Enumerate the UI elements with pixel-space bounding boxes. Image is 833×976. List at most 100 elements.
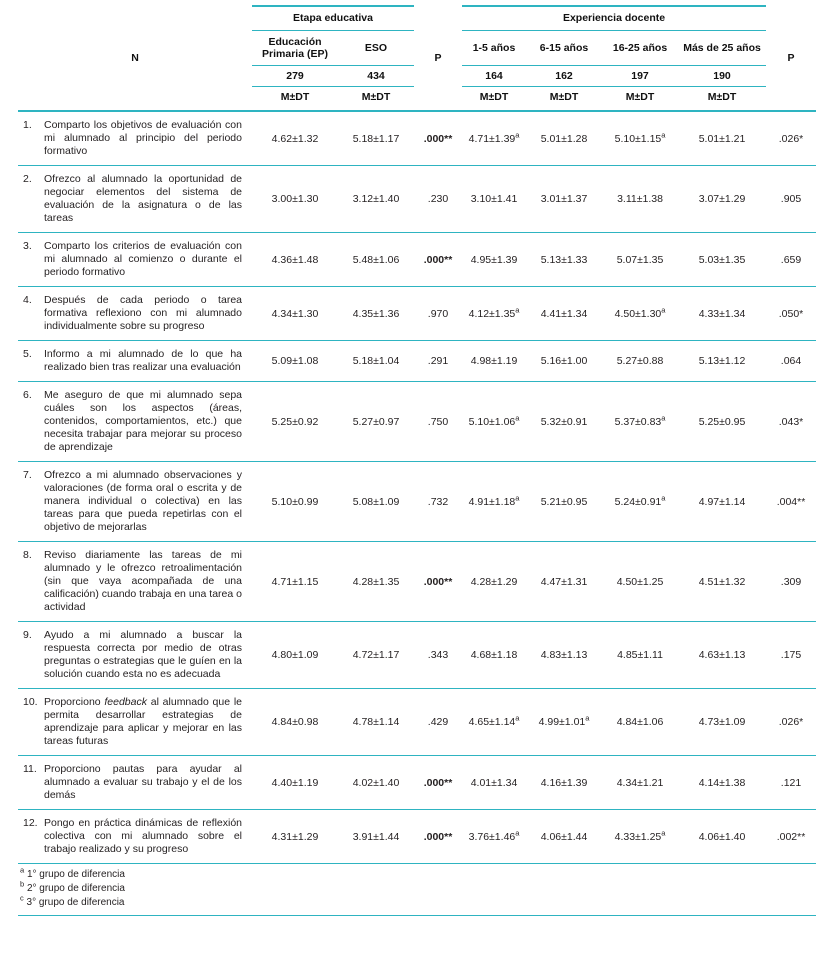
p-value: .064: [766, 340, 817, 382]
table-row: 6. Me aseguro de que mi alumnado sepa cuá…: [18, 381, 817, 462]
p-value: .000**: [414, 111, 463, 166]
value-text: 4.85±1.11: [617, 649, 663, 661]
item-text-part: al alumnado que le permita desarrollar e…: [44, 696, 242, 747]
value-text: 5.16±1.00: [540, 355, 588, 367]
table-row: 3. Comparto los criterios de evaluación c…: [18, 232, 817, 287]
group-header-experiencia-docente: Experiencia docente: [462, 5, 767, 31]
value-text: 4.31±1.29: [271, 830, 319, 843]
mean-sd-value: 4.16±1.39: [526, 755, 603, 810]
group-difference-marker: a: [515, 413, 520, 422]
value-text: 4.33±1.34: [698, 307, 746, 320]
mean-sd-value: 3.91±1.44: [338, 809, 415, 864]
item-number: 3.: [18, 232, 42, 287]
table-row: 2. Ofrezco al alumnado la oportunidad de …: [18, 165, 817, 233]
footnote-marker: b: [20, 879, 25, 889]
group-difference-marker: a: [585, 713, 590, 723]
mean-sd-value: 4.14±1.38: [678, 755, 767, 810]
table-row: 12. Pongo en práctica dinámicas de reflex…: [18, 809, 817, 864]
item-text: Pongo en práctica dinámicas de reflexión…: [42, 809, 252, 864]
p-value: .750: [414, 381, 463, 462]
mean-sd-value: 5.10±1.06a: [462, 381, 527, 462]
value-text: 4.16±1.39: [540, 776, 588, 789]
item-text: Proporciono pautas para ayudar al alumna…: [42, 755, 252, 810]
value-text: .000**: [423, 132, 453, 145]
value-text: .026*: [778, 716, 804, 728]
value-text: 4.06±1.40: [698, 830, 746, 843]
footnote-row: c 3° grupo de diferencia: [18, 893, 817, 916]
value-text: 4.99±1.01: [538, 716, 586, 728]
group-header-row: N Etapa educativa P Experiencia docente …: [18, 5, 817, 112]
item-number: 11.: [18, 755, 42, 810]
value-text: 5.07±1.35: [616, 253, 664, 266]
value-text: .050*: [778, 307, 804, 320]
value-text: 4.72±1.17: [352, 649, 400, 661]
value-text: 4.28±1.29: [470, 575, 518, 588]
mean-sd-value: 5.13±1.12: [678, 340, 767, 382]
value-text: 4.97±1.14: [698, 495, 746, 508]
group-difference-marker: a: [515, 493, 520, 502]
value-text: 4.80±1.09: [271, 649, 319, 661]
value-text: .230: [427, 193, 449, 205]
mean-sd-value: 4.34±1.30: [252, 286, 338, 341]
mean-sd-value: 4.47±1.31: [526, 541, 603, 622]
mean-sd-value: 4.71±1.39a: [462, 111, 527, 166]
value-text: 3.07±1.29: [698, 193, 746, 205]
col-header-6-15-anos: 6-15 años: [526, 30, 603, 66]
mean-sd-value: 4.84±1.06: [602, 688, 679, 756]
value-text: 5.13±1.12: [698, 355, 746, 367]
page: N Etapa educativa P Experiencia docente …: [18, 5, 817, 916]
mean-sd-value: 4.78±1.14: [338, 688, 415, 756]
value-text: .026*: [778, 132, 804, 145]
footnote-marker: a: [20, 865, 25, 875]
value-text: 4.01±1.34: [470, 776, 518, 789]
value-text: 4.65±1.14: [468, 716, 516, 728]
group-difference-marker: a: [515, 713, 520, 723]
value-text: 4.68±1.18: [470, 649, 518, 661]
value-text: 3.12±1.40: [352, 193, 400, 205]
group-difference-marker: a: [661, 130, 666, 139]
mean-sd-value: 4.50±1.30a: [602, 286, 679, 341]
footnote-marker: c: [20, 893, 24, 903]
value-text: 4.14±1.38: [698, 776, 746, 789]
group-difference-marker: a: [661, 413, 666, 422]
value-text: 5.18±1.17: [352, 132, 400, 145]
value-text: 5.03±1.35: [698, 253, 746, 266]
value-text: 4.98±1.19: [470, 355, 518, 367]
item-text-part: Proporciono: [44, 696, 105, 708]
p-value: .970: [414, 286, 463, 341]
footnote-row: b 2° grupo de diferencia: [18, 879, 816, 896]
mean-sd-value: 4.28±1.29: [462, 541, 527, 622]
value-text: 5.21±0.95: [540, 495, 588, 508]
value-text: 5.08±1.09: [352, 495, 400, 508]
mean-sd-value: 5.13±1.33: [526, 232, 603, 287]
table-row: 10. Proporciono feedback al alumnado que …: [18, 688, 817, 756]
value-text: 4.78±1.14: [352, 716, 400, 728]
group-difference-marker: a: [515, 130, 520, 139]
value-text: 4.06±1.44: [540, 830, 588, 843]
col-header-mas-de-25-anos: Más de 25 años: [678, 30, 767, 66]
value-text: 4.84±1.06: [616, 716, 664, 728]
mean-sd-value: 5.01±1.28: [526, 111, 603, 166]
p-value: .000**: [414, 541, 463, 622]
col-header-p-experiencia: P: [766, 6, 817, 112]
mean-sd-value: 4.12±1.35a: [462, 286, 527, 341]
mean-sd-value: 5.10±1.15a: [602, 111, 679, 166]
value-text: 5.18±1.04: [352, 355, 400, 367]
value-text: 4.28±1.35: [352, 575, 400, 588]
footnote-text: 3° grupo de diferencia: [26, 897, 125, 908]
item-text: Proporciono feedback al alumnado que le …: [42, 688, 252, 756]
mean-sd-value: 3.12±1.40: [338, 165, 415, 233]
value-text: 4.02±1.40: [352, 776, 400, 789]
sample-size-row: 279 434 164 162 197 190: [18, 65, 816, 87]
p-value: .050*: [766, 286, 817, 341]
value-text: 5.27±0.97: [352, 415, 400, 428]
value-text: .064: [780, 355, 802, 367]
mean-sd-value: 4.84±0.98: [252, 688, 338, 756]
mdt-label: M±DT: [678, 86, 767, 112]
group-difference-marker: a: [661, 828, 666, 837]
mean-sd-value: 4.50±1.25: [602, 541, 679, 622]
mean-sd-value: 4.33±1.25a: [602, 809, 679, 864]
value-text: .732: [427, 495, 449, 508]
mdt-label: M±DT: [602, 86, 679, 112]
mean-sd-value: 5.03±1.35: [678, 232, 767, 287]
